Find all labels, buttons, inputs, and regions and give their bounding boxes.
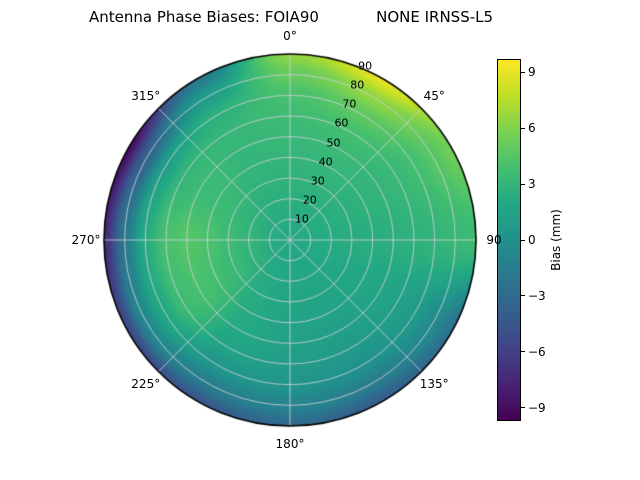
chart-title: Antenna Phase Biases: FOIA90 NONE IRNSS-… [88,8,494,26]
colorbar-axis-label: Bias (mm) [549,209,563,271]
colorbar-gradient [497,59,521,421]
